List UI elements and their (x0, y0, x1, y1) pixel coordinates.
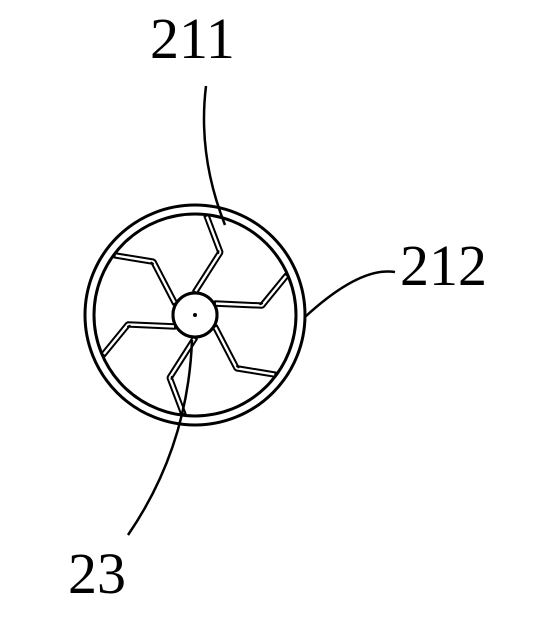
figure-canvas: 211 212 23 (0, 0, 538, 637)
label-211: 211 (150, 5, 235, 72)
label-23: 23 (68, 540, 126, 607)
label-212: 212 (400, 232, 487, 299)
